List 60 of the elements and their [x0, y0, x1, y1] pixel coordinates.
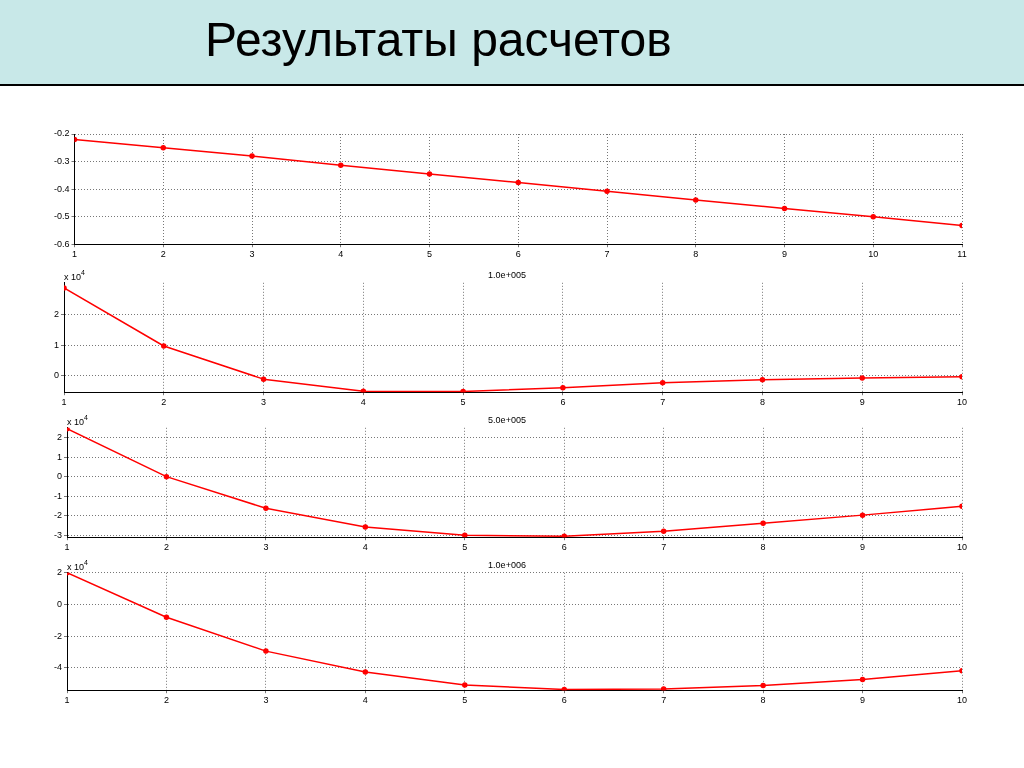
y-tick-label: -2	[53, 510, 62, 521]
x-tick-label: 8	[759, 397, 765, 408]
y-tick-label: 1	[56, 451, 62, 462]
x-tick-label: 5	[427, 249, 433, 260]
y-tick-label: -2	[53, 630, 62, 641]
x-tick-label: 5	[462, 695, 468, 706]
x-tick-label: 7	[661, 695, 667, 706]
x-tick-label: 3	[263, 695, 269, 706]
y-tick-label: 0	[56, 471, 62, 482]
x-tick-label: 9	[859, 397, 865, 408]
y-tick-label: 2	[53, 309, 60, 320]
x-tick-label: 4	[362, 542, 368, 553]
x-tick-label: 10	[956, 695, 968, 706]
x-tick-label: 2	[160, 249, 166, 260]
x-tick-label: 3	[249, 249, 255, 260]
chart-title: 1.0e+006	[488, 559, 526, 570]
x-tick-label: 9	[860, 695, 866, 706]
x-tick-label: 10	[956, 397, 968, 408]
x-tick-label: 6	[561, 542, 567, 553]
x-tick-label: 10	[956, 542, 968, 553]
x-tick-label: 7	[604, 249, 610, 260]
x-tick-label: 8	[693, 249, 699, 260]
x-tick-label: 7	[660, 397, 666, 408]
x-tick-label: 9	[781, 249, 788, 260]
y-tick-label: 2	[56, 432, 62, 443]
x-tick-label: 11	[957, 249, 967, 260]
y-tick-label: 0	[53, 369, 60, 380]
x-tick-label: 5	[460, 397, 466, 408]
x-tick-label: 4	[338, 249, 344, 260]
x-tick-label: 8	[760, 542, 766, 553]
chart-title: 5.0e+005	[488, 414, 526, 425]
x-tick-label: 5	[462, 542, 468, 553]
x-tick-label: 3	[263, 542, 269, 553]
y-tick-label: 0	[56, 598, 62, 609]
y-tick-label: -1	[53, 490, 62, 501]
y-tick-label: 1	[53, 339, 60, 350]
y-tick-label: -0.3	[53, 156, 70, 167]
x-tick-label: 4	[362, 695, 368, 706]
x-tick-label: 2	[163, 695, 169, 706]
y-tick-label: -0.6	[53, 238, 70, 249]
y-tick-label: -0.5	[53, 211, 70, 222]
x-tick-label: 6	[560, 397, 566, 408]
x-tick-label: 4	[360, 397, 366, 408]
y-tick-label: -0.4	[53, 183, 70, 194]
x-tick-label: 3	[261, 397, 267, 408]
y-tick-label: -0.2	[53, 128, 70, 139]
x-tick-label: 6	[561, 695, 567, 706]
y-tick-label: 2	[56, 567, 62, 578]
x-tick-label: 2	[163, 542, 169, 553]
x-tick-label: 8	[760, 695, 766, 706]
x-tick-label: 9	[860, 542, 866, 553]
x-tick-label: 10	[868, 249, 879, 260]
x-tick-label: 2	[161, 397, 167, 408]
y-tick-label: -3	[53, 529, 62, 540]
chart-title: 1.0e+005	[488, 269, 526, 280]
x-tick-label: 6	[515, 249, 521, 260]
x-tick-label: 7	[661, 542, 667, 553]
y-tick-label: -4	[53, 662, 62, 673]
chart-title: Результаты расчетов	[205, 12, 672, 67]
x-tick-label: 1	[72, 249, 78, 260]
